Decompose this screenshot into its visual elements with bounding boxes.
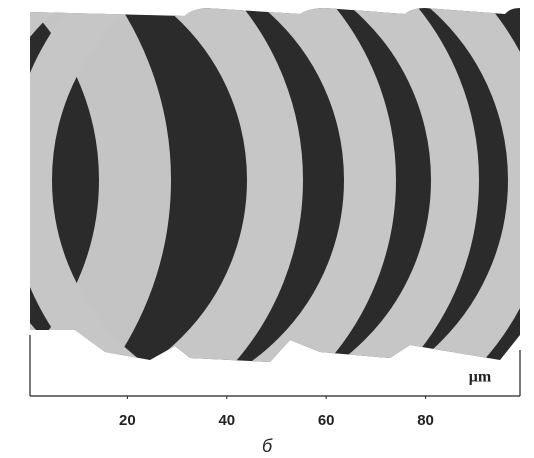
unit-label: μm [469, 369, 492, 386]
figure: μm б 20 40 60 80 [0, 0, 534, 458]
micrograph-image [0, 0, 530, 458]
page: μm б 20406080 (() => { const data = JSON… [0, 0, 534, 458]
x-tick-label: 20 [119, 412, 136, 429]
x-tick-label: 80 [417, 412, 434, 429]
x-tick-label: 60 [318, 412, 335, 429]
caption: б [262, 436, 273, 456]
x-tick-label: 40 [218, 412, 235, 429]
